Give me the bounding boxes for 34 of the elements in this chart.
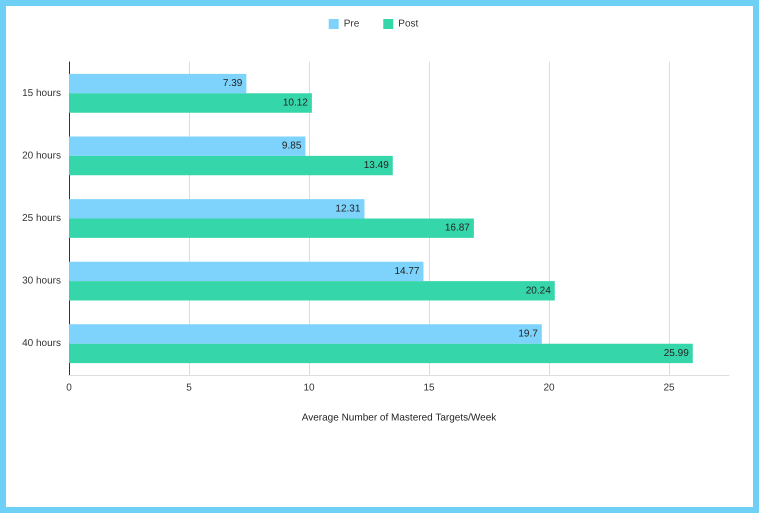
- bar: [69, 344, 693, 364]
- bar: [69, 74, 246, 94]
- data-label: 25.99: [664, 348, 690, 359]
- data-label: 7.39: [222, 78, 243, 90]
- x-tick-label: 10: [303, 382, 315, 394]
- bar: [69, 262, 424, 282]
- x-tick-label: 15: [423, 382, 435, 394]
- x-tick-label: 20: [543, 382, 555, 394]
- legend-label: Post: [398, 18, 419, 30]
- x-tick-label: 25: [663, 382, 675, 394]
- data-label: 19.7: [518, 328, 538, 340]
- y-tick-label: 25 hours: [22, 213, 61, 224]
- x-tick-label: 0: [66, 382, 72, 394]
- data-label: 12.31: [335, 203, 361, 214]
- data-label: 13.49: [364, 160, 390, 172]
- data-label: 9.85: [282, 140, 302, 152]
- bar: [69, 324, 542, 344]
- y-tick-label: 15 hours: [22, 88, 61, 99]
- legend-label: Pre: [344, 18, 360, 30]
- data-label: 16.87: [444, 222, 470, 234]
- x-tick-label: 5: [186, 382, 192, 394]
- bar: [69, 199, 364, 218]
- bar: [69, 218, 474, 238]
- bar: [69, 93, 312, 113]
- x-axis-title: Average Number of Mastered Targets/Week: [302, 412, 498, 424]
- y-tick-label: 30 hours: [22, 276, 61, 287]
- bar: [69, 156, 393, 176]
- bar: [69, 136, 306, 156]
- y-tick-label: 40 hours: [22, 338, 61, 350]
- y-tick-label: 20 hours: [22, 150, 61, 162]
- data-label: 20.24: [526, 285, 552, 296]
- bar: [69, 281, 555, 301]
- data-label: 14.77: [394, 266, 420, 277]
- data-label: 10.12: [282, 98, 308, 109]
